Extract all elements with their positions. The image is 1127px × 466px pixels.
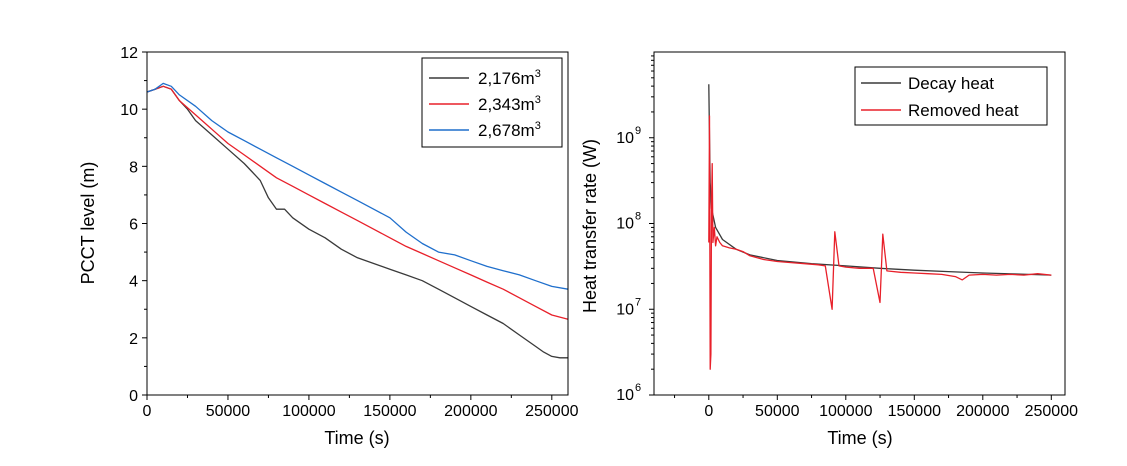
c2-legend-label-0: Decay heat (908, 74, 994, 93)
c1-y-axis: 0 2 4 6 8 10 12 (120, 45, 147, 405)
c1-legend-label-1: 2,343m3 (478, 94, 541, 114)
c1-x-tick-label: 50000 (206, 403, 251, 420)
chart-pcct-level: 0 50000 100000 150000 200000 250000 0 2 4 6 8 10 12… (78, 45, 579, 448)
c1-legend-label-2: 2,678m3 (478, 120, 541, 140)
c2-series-line-1 (708, 115, 1052, 370)
c2-x-tick-label: 200000 (956, 403, 1009, 420)
c1-y-tick-label: 6 (129, 217, 138, 234)
c1-series-layer (146, 82, 569, 359)
c1-y-tick-label: 10 (120, 102, 138, 119)
c1-legend: 2,176m3 2,343m3 2,678m3 (421, 57, 563, 148)
c1-y-tick-label: 0 (129, 388, 138, 405)
c2-y-tick-exponent: 7 (635, 296, 641, 308)
c2-legend-label-1: Removed heat (908, 101, 1019, 120)
c2-series-layer (708, 84, 1052, 370)
c2-x-tick-label: 0 (704, 403, 713, 420)
c1-x-axis: 0 50000 100000 150000 200000 250000 (143, 395, 579, 420)
c1-x-tick-label: 150000 (363, 403, 416, 420)
c2-y-axis-label: Heat transfer rate (W) (580, 139, 600, 313)
c1-series-line-2 (146, 82, 569, 290)
c2-x-tick-label: 50000 (755, 403, 800, 420)
c1-x-tick-label: 100000 (282, 403, 335, 420)
c1-y-tick-label: 2 (129, 331, 138, 348)
c2-y-tick-label: 10 (616, 387, 634, 404)
c2-x-tick-label: 250000 (1025, 403, 1078, 420)
c1-x-tick-label: 250000 (525, 403, 578, 420)
c2-y-tick-label: 10 (616, 216, 634, 233)
c1-legend-label-0: 2,176m3 (478, 68, 541, 88)
c1-x-tick-label: 200000 (444, 403, 497, 420)
c1-y-tick-label: 12 (120, 45, 138, 62)
c1-legend-superscript: 3 (535, 120, 541, 132)
c1-x-axis-label: Time (s) (324, 428, 389, 448)
c2-x-tick-label: 150000 (888, 403, 941, 420)
c2-y-tick-exponent: 9 (635, 125, 641, 137)
c1-y-axis-label: PCCT level (m) (78, 162, 98, 285)
c2-legend: Decay heat Removed heat (854, 66, 1048, 126)
c2-y-tick-exponent: 6 (635, 382, 641, 394)
c1-y-tick-label: 8 (129, 159, 138, 176)
c1-y-tick-label: 4 (129, 274, 138, 291)
c1-legend-box (421, 57, 563, 148)
c1-series-line-0 (146, 85, 568, 359)
c1-legend-superscript: 3 (535, 94, 541, 106)
c2-legend-box (854, 66, 1048, 126)
c2-y-tick-exponent: 8 (635, 211, 641, 223)
c2-x-axis: 0 50000 100000 150000 200000 250000 (674, 395, 1078, 420)
c1-series-line-1 (146, 85, 569, 320)
c1-x-tick-label: 0 (143, 403, 152, 420)
c2-x-axis-label: Time (s) (827, 428, 892, 448)
c1-legend-superscript: 3 (535, 68, 541, 80)
c2-x-tick-label: 100000 (819, 403, 872, 420)
c2-y-tick-label: 10 (616, 301, 634, 318)
c2-y-tick-label: 10 (616, 130, 634, 147)
